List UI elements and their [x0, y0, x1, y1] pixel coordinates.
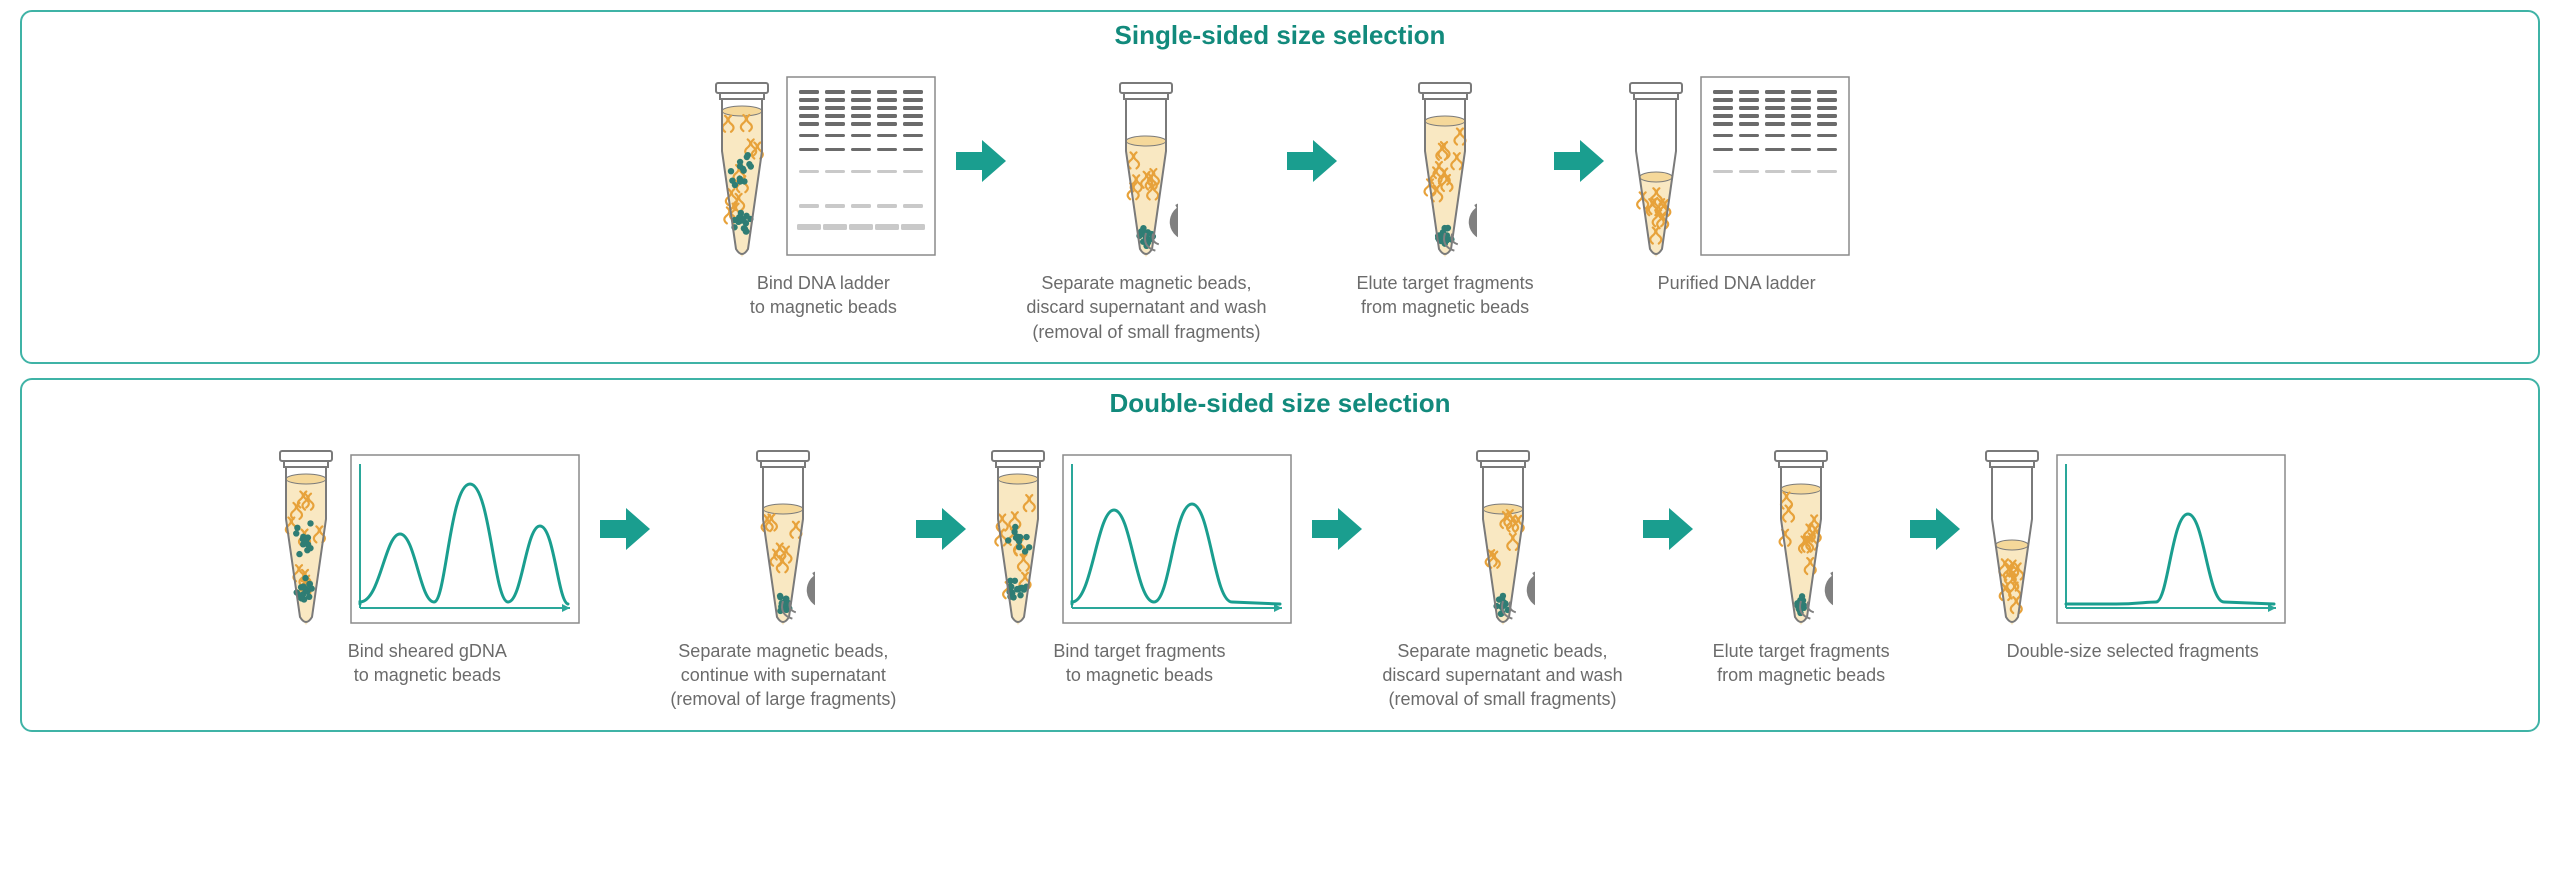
double-sided-panel: Double-sided size selection Bind sheared… — [20, 378, 2540, 732]
double-sided-title: Double-sided size selection — [46, 388, 2514, 419]
tube-icon — [986, 449, 1050, 629]
double-step-5: Double-size selected fragments — [1980, 429, 2286, 663]
double-step-3: Separate magnetic beads,discard supernat… — [1382, 429, 1622, 712]
double-step-4: Elute target fragmentsfrom magnetic bead… — [1713, 429, 1890, 688]
single-sided-row: Bind DNA ladderto magnetic beads Separate… — [46, 61, 2514, 344]
gel-card — [786, 76, 936, 261]
double-step-0: Bind sheared gDNAto magnetic beads — [274, 429, 580, 688]
arrow-icon — [1641, 429, 1695, 629]
single-step-0: Bind DNA ladderto magnetic beads — [710, 61, 936, 320]
step-label: Separate magnetic beads,discard supernat… — [1382, 639, 1622, 712]
tube-icon — [1980, 449, 2044, 629]
step-label: Separate magnetic beads,continue with su… — [670, 639, 896, 712]
arrow-icon — [1310, 429, 1364, 629]
tube-icon — [1471, 449, 1535, 629]
single-step-2: Elute target fragmentsfrom magnetic bead… — [1357, 61, 1534, 320]
tube-icon — [751, 449, 815, 629]
tube-icon — [274, 449, 338, 629]
arrow-icon — [914, 429, 968, 629]
step-label: Bind target fragmentsto magnetic beads — [1053, 639, 1225, 688]
double-sided-row: Bind sheared gDNAto magnetic beads Separa… — [46, 429, 2514, 712]
step-label: Purified DNA ladder — [1658, 271, 1816, 295]
tube-icon — [1624, 81, 1688, 261]
tube-icon — [710, 81, 774, 261]
step-label: Bind sheared gDNAto magnetic beads — [348, 639, 507, 688]
arrow-icon — [954, 61, 1008, 261]
trace-card — [1062, 454, 1292, 629]
single-sided-title: Single-sided size selection — [46, 20, 2514, 51]
trace-card — [350, 454, 580, 629]
double-step-1: Separate magnetic beads,continue with su… — [670, 429, 896, 712]
single-step-3: Purified DNA ladder — [1624, 61, 1850, 295]
single-sided-panel: Single-sided size selection Bind DNA lad… — [20, 10, 2540, 364]
step-label: Double-size selected fragments — [2007, 639, 2259, 663]
single-step-1: Separate magnetic beads,discard supernat… — [1026, 61, 1266, 344]
arrow-icon — [1908, 429, 1962, 629]
tube-icon — [1769, 449, 1833, 629]
tube-icon — [1413, 81, 1477, 261]
arrow-icon — [598, 429, 652, 629]
double-step-2: Bind target fragmentsto magnetic beads — [986, 429, 1292, 688]
step-label: Elute target fragmentsfrom magnetic bead… — [1713, 639, 1890, 688]
arrow-icon — [1285, 61, 1339, 261]
gel-card — [1700, 76, 1850, 261]
tube-icon — [1114, 81, 1178, 261]
trace-card — [2056, 454, 2286, 629]
step-label: Elute target fragmentsfrom magnetic bead… — [1357, 271, 1534, 320]
step-label: Bind DNA ladderto magnetic beads — [750, 271, 897, 320]
arrow-icon — [1552, 61, 1606, 261]
step-label: Separate magnetic beads,discard supernat… — [1026, 271, 1266, 344]
